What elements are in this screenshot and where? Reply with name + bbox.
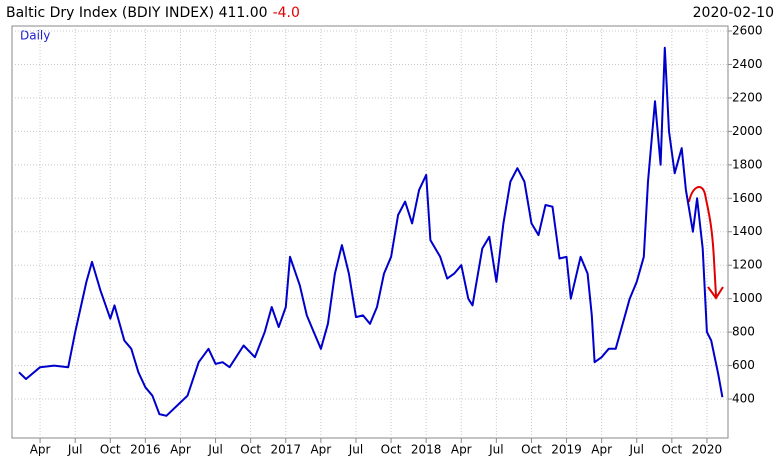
change: -4.0 [273,5,300,21]
x-tick-label: Oct [240,443,261,457]
x-tick-label: 2019 [551,443,582,457]
y-tick-label: 1000 [732,291,763,305]
x-tick-label: Oct [521,443,542,457]
annotation-arrow [688,186,717,297]
x-tick-label: Jul [629,443,644,457]
annotation-arrowhead [707,286,724,300]
x-tick-label: Jul [348,443,363,457]
y-tick-label: 1600 [732,191,763,205]
y-tick-label: 2200 [732,90,763,104]
x-tick-label: Apr [30,443,51,457]
frequency-label: Daily [20,29,50,43]
x-tick-label: Apr [451,443,472,457]
data-line [18,46,724,417]
x-tick-label: 2020 [692,443,723,457]
x-tick-label: Apr [170,443,191,457]
y-tick-label: 1200 [732,258,763,272]
grid [12,26,728,438]
y-tick-label: 600 [732,358,755,372]
chart-title: Baltic Dry Index (BDIY INDEX) 411.00 [6,5,268,21]
y-tick-label: 2000 [732,124,763,138]
x-tick-label: Oct [661,443,682,457]
x-tick-label: Apr [591,443,612,457]
x-tick-label: 2016 [130,443,161,457]
x-tick-label: 2017 [270,443,301,457]
x-tick-label: 2018 [411,443,442,457]
x-tick-label: Jul [488,443,503,457]
x-tick-label: Jul [67,443,82,457]
y-tick-label: 1800 [732,157,763,171]
y-tick-label: 2600 [732,24,763,38]
y-tick-label: 800 [732,325,755,339]
y-tick-label: 2400 [732,57,763,71]
y-tick-label: 1400 [732,224,763,238]
x-tick-label: Oct [100,443,121,457]
x-tick-label: Oct [381,443,402,457]
date: 2020-02-10 [693,5,774,21]
x-tick-label: Jul [207,443,222,457]
x-tick-label: Apr [310,443,331,457]
y-tick-label: 400 [732,392,755,406]
